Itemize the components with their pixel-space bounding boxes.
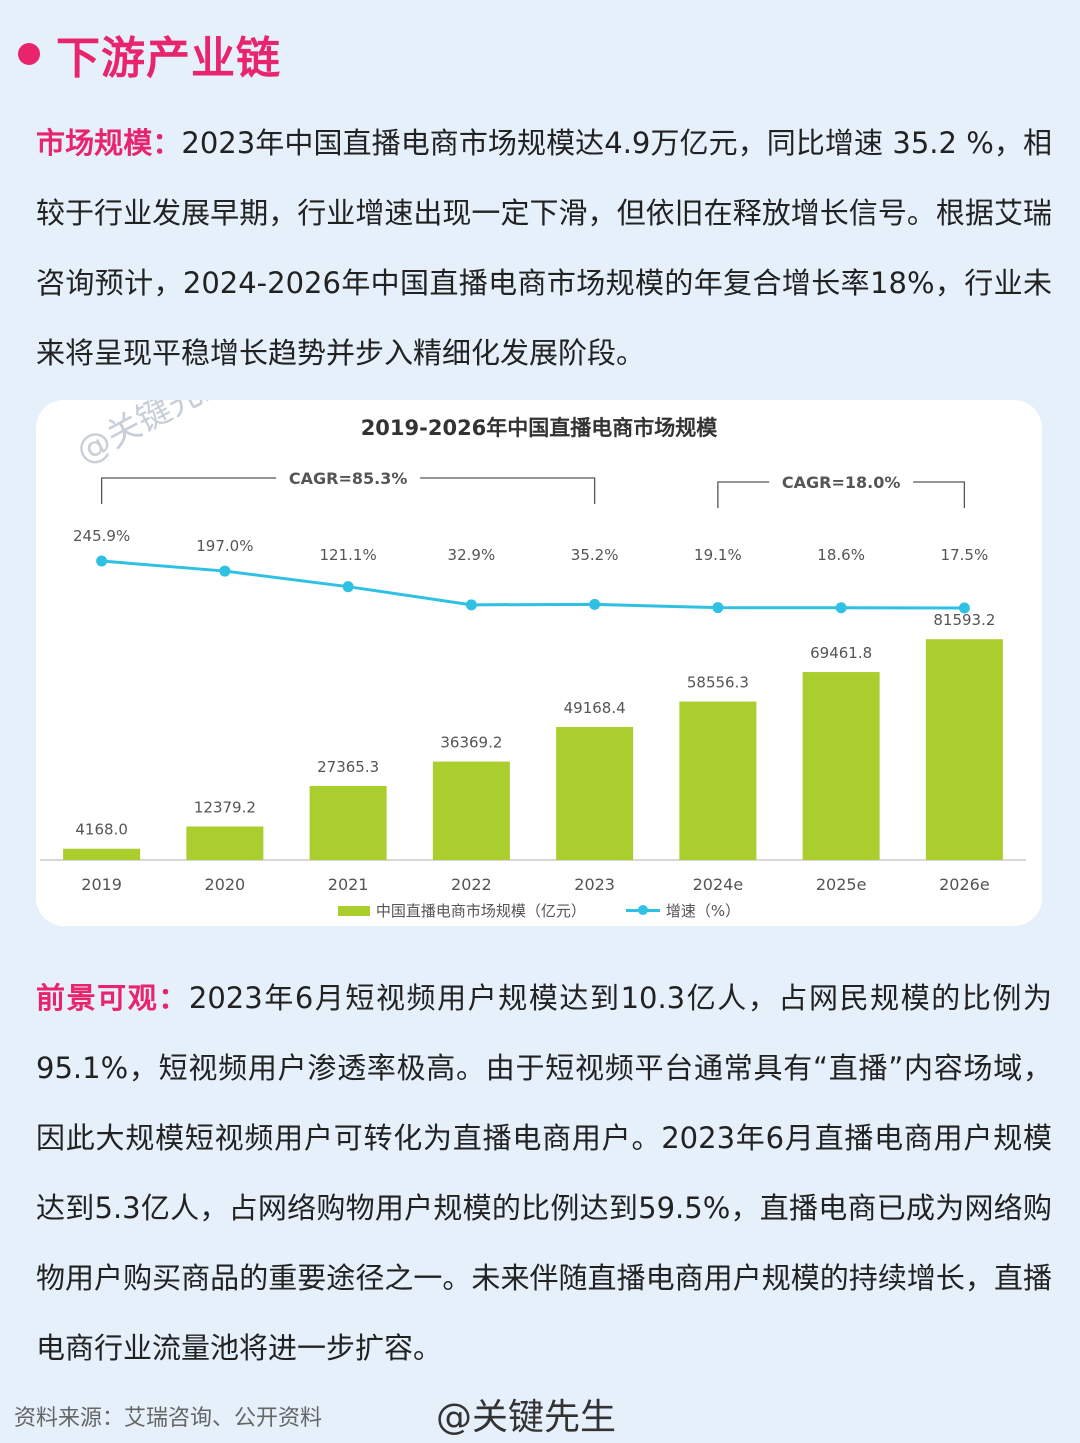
bar-label-2025e: 69461.8 (810, 644, 872, 662)
bullet-dot-icon (18, 43, 40, 65)
outlook-lead: 前景可观： (36, 981, 189, 1015)
growth-label-2022: 32.9% (448, 546, 496, 564)
growth-label-2024e: 19.1% (694, 546, 742, 564)
legend-bar-swatch (337, 905, 370, 916)
legend-item-bar: 中国直播电商市场规模（亿元） (337, 900, 586, 921)
bar-2021 (309, 785, 387, 860)
x-tick-2020: 2020 (205, 875, 246, 894)
bar-2024e (679, 701, 757, 860)
cagr-bracket-right-0 (420, 477, 596, 504)
growth-point-2020 (219, 565, 231, 577)
cagr-label-1: CAGR=18.0% (782, 473, 901, 492)
x-tick-2024e: 2024e (693, 875, 744, 894)
growth-point-2021 (342, 581, 354, 593)
section-title: 下游产业链 (56, 33, 281, 84)
legend-line-swatch (625, 905, 660, 915)
bar-label-2022: 36369.2 (440, 734, 502, 752)
market-size-lead: 市场规模： (36, 126, 182, 160)
chart-card: 2019-2026年中国直播电商市场规模 4168.0 2019 12379.2 202… (36, 400, 1042, 926)
legend-bar-label: 中国直播电商市场规模（亿元） (375, 902, 586, 920)
market-size-chart: 2019-2026年中国直播电商市场规模 4168.0 2019 12379.2 202… (40, 416, 1026, 894)
legend-line-label: 增速（%） (665, 902, 741, 920)
outlook-paragraph: 前景可观：2023年6月短视频用户规模达到10.3亿人，占网民规模的比例为95.… (36, 963, 1052, 1383)
bar-label-2023: 49168.4 (564, 699, 626, 717)
bar-2023 (556, 726, 634, 860)
growth-point-2019 (96, 555, 108, 567)
growth-label-2019: 245.9% (73, 527, 130, 545)
chart-legend: 中国直播电商市场规模（亿元） 增速（%） (36, 900, 1042, 921)
growth-point-2025e (835, 602, 847, 614)
bar-label-2019: 4168.0 (75, 821, 128, 839)
x-tick-2022: 2022 (451, 875, 492, 894)
bar-2020 (186, 826, 264, 860)
growth-point-2026e (958, 602, 970, 614)
growth-label-2025e: 18.6% (817, 546, 865, 564)
chart-title: 2019-2026年中国直播电商市场规模 (361, 416, 719, 440)
x-tick-2021: 2021 (328, 875, 369, 894)
growth-label-2021: 121.1% (320, 546, 377, 564)
legend-item-line: 增速（%） (625, 900, 741, 921)
bar-2019 (63, 848, 141, 860)
cagr-label-0: CAGR=85.3% (289, 469, 408, 488)
bar-2026e (925, 639, 1003, 860)
bar-2022 (432, 761, 510, 860)
x-tick-2023: 2023 (574, 875, 615, 894)
market-size-paragraph: 市场规模：2023年中国直播电商市场规模达4.9万亿元，同比增速 35.2 %，… (36, 108, 1052, 388)
bar-label-2021: 27365.3 (317, 758, 379, 776)
cagr-bracket-left-1 (717, 481, 770, 508)
growth-label-2023: 35.2% (571, 546, 619, 564)
bar-label-2024e: 58556.3 (687, 674, 749, 692)
growth-line (101, 559, 965, 610)
bar-label-2026e: 81593.2 (933, 611, 995, 629)
market-size-text: 2023年中国直播电商市场规模达4.9万亿元，同比增速 35.2 %，相较于行业… (36, 126, 1052, 370)
cagr-bracket-right-1 (913, 481, 966, 508)
x-tick-2026e: 2026e (939, 875, 990, 894)
author-watermark: @关键先生 (436, 1397, 617, 1438)
data-source-note: 资料来源：艾瑞咨询、公开资料 (14, 1406, 323, 1431)
growth-point-2022 (465, 599, 477, 611)
section-header: 下游产业链 (18, 22, 281, 86)
x-tick-2025e: 2025e (816, 875, 867, 894)
growth-label-2026e: 17.5% (941, 546, 989, 564)
growth-label-2020: 197.0% (196, 537, 253, 555)
outlook-text: 2023年6月短视频用户规模达到10.3亿人，占网民规模的比例为95.1%，短视… (36, 981, 1052, 1365)
x-tick-2019: 2019 (81, 875, 122, 894)
growth-point-2024e (712, 602, 724, 614)
cagr-bracket-left-0 (100, 477, 277, 504)
growth-point-2023 (589, 598, 601, 610)
bar-2025e (802, 672, 880, 860)
bar-label-2020: 12379.2 (194, 799, 256, 817)
